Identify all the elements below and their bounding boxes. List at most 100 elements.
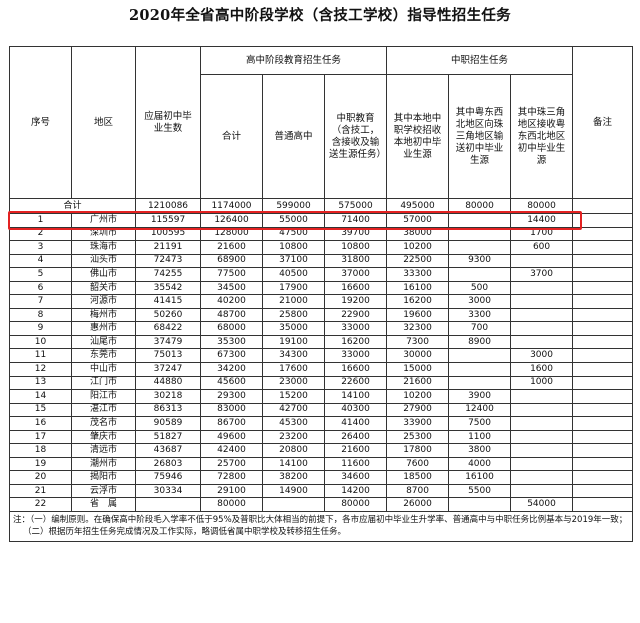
- enrollment-table: 序号 地区 应届初中毕业生数 高中阶段教育招生任务 中职招生任务 备注 合计 普…: [8, 46, 634, 543]
- header-grads: 应届初中毕业生数: [135, 46, 201, 199]
- cell-receive: [510, 307, 574, 323]
- cell-remarks: [572, 348, 634, 363]
- cell-region: 潮州市: [71, 456, 136, 472]
- table-row: 15 湛江市 86313 83000 42700 40300 27900 12400: [9, 402, 634, 418]
- table-row: 22 省 属 80000 80000 26000 54000: [9, 497, 634, 513]
- table-row: 17 肇庆市 51827 49600 23200 26400 25300 1100: [9, 429, 634, 445]
- cell-local: 22500: [386, 253, 450, 269]
- cell-receive: 54000: [510, 497, 574, 513]
- cell-receive: [510, 334, 574, 350]
- cell-vocational: 11600: [323, 456, 388, 472]
- table-row: 18 清远市 43687 42400 20800 21600 17800 3800: [9, 443, 634, 458]
- cell-local: 16200: [386, 294, 450, 309]
- table-row: 9 惠州市 68422 68000 35000 33000 32300 700: [9, 321, 634, 336]
- cell-seq: 10: [9, 334, 72, 350]
- cell-vocational: 39700: [323, 226, 388, 242]
- cell-local: 10200: [386, 389, 450, 404]
- cell-vocational: 22600: [323, 375, 388, 391]
- header-vt-receive: 其中珠三角地区接收粤东西北地区初中毕业生源: [510, 74, 574, 199]
- cell-grads: 41415: [135, 294, 201, 309]
- cell-total: 48700: [200, 307, 263, 323]
- total-grads: 1210086: [135, 198, 201, 214]
- cell-region: 揭阳市: [71, 470, 136, 485]
- cell-vocational: 14200: [323, 483, 388, 499]
- cell-total: 29100: [200, 483, 263, 499]
- cell-grads: 115597: [135, 213, 201, 228]
- table-row: 6 韶关市 35542 34500 17900 16600 16100 500: [9, 280, 634, 296]
- cell-region: 梅州市: [71, 307, 136, 323]
- cell-send: 500: [448, 280, 512, 296]
- cell-grads: 50260: [135, 307, 201, 323]
- cell-grads: 74255: [135, 267, 201, 282]
- cell-seq: 4: [9, 253, 72, 269]
- cell-seq: 20: [9, 470, 72, 485]
- cell-receive: [510, 429, 574, 445]
- cell-receive: [510, 483, 574, 499]
- cell-general: 14900: [262, 483, 325, 499]
- cell-seq: 18: [9, 443, 72, 458]
- cell-region: 中山市: [71, 362, 136, 377]
- cell-region: 云浮市: [71, 483, 136, 499]
- cell-remarks: [572, 429, 634, 445]
- cell-seq: 17: [9, 429, 72, 445]
- cell-seq: 7: [9, 294, 72, 309]
- enrollment-table-sheet: 序号 地区 应届初中毕业生数 高中阶段教育招生任务 中职招生任务 备注 合计 普…: [8, 46, 634, 543]
- total-send: 80000: [448, 198, 512, 214]
- cell-region: 珠海市: [71, 240, 136, 255]
- cell-total: 126400: [200, 213, 263, 228]
- cell-general: 10800: [262, 240, 325, 255]
- cell-seq: 19: [9, 456, 72, 472]
- cell-general: 34300: [262, 348, 325, 363]
- table-row: 19 潮州市 26803 25700 14100 11600 7600 4000: [9, 456, 634, 472]
- cell-total: 34500: [200, 280, 263, 296]
- cell-total: 49600: [200, 429, 263, 445]
- cell-remarks: [572, 456, 634, 472]
- cell-general: 15200: [262, 389, 325, 404]
- cell-local: 15000: [386, 362, 450, 377]
- cell-receive: 14400: [510, 213, 574, 228]
- cell-total: 21600: [200, 240, 263, 255]
- cell-remarks: [572, 416, 634, 431]
- header-group-vocational: 中职招生任务: [386, 46, 574, 75]
- cell-general: 17600: [262, 362, 325, 377]
- cell-general: 23000: [262, 375, 325, 391]
- cell-general: 42700: [262, 402, 325, 418]
- cell-grads: 90589: [135, 416, 201, 431]
- cell-general: 38200: [262, 470, 325, 485]
- cell-general: 19100: [262, 334, 325, 350]
- cell-send: 3300: [448, 307, 512, 323]
- cell-local: 26000: [386, 497, 450, 513]
- cell-send: [448, 240, 512, 255]
- cell-seq: 16: [9, 416, 72, 431]
- cell-local: 18500: [386, 470, 450, 485]
- cell-send: [448, 497, 512, 513]
- cell-send: 8900: [448, 334, 512, 350]
- cell-grads: 86313: [135, 402, 201, 418]
- cell-send: 16100: [448, 470, 512, 485]
- table-row: 4 汕头市 72473 68900 37100 31800 22500 9300: [9, 253, 634, 269]
- cell-vocational: 10800: [323, 240, 388, 255]
- total-row: 合计 1210086 1174000 599000 575000 495000 …: [9, 198, 634, 214]
- table-row: 10 汕尾市 37479 35300 19100 16200 7300 8900: [9, 334, 634, 350]
- total-general: 599000: [262, 198, 325, 214]
- total-vocational: 575000: [323, 198, 388, 214]
- cell-send: [448, 362, 512, 377]
- cell-grads: 75946: [135, 470, 201, 485]
- table-header: 序号 地区 应届初中毕业生数 高中阶段教育招生任务 中职招生任务 备注 合计 普…: [9, 46, 634, 199]
- table-row: 2 深圳市 100595 128000 47500 39700 38000 1700: [9, 226, 634, 242]
- cell-vocational: 22900: [323, 307, 388, 323]
- table-row: 11 东莞市 75013 67300 34300 33000 30000 3000: [9, 348, 634, 363]
- cell-grads: 44880: [135, 375, 201, 391]
- table-row: 13 江门市 44880 45600 23000 22600 21600 1000: [9, 375, 634, 391]
- cell-local: 21600: [386, 375, 450, 391]
- cell-total: 35300: [200, 334, 263, 350]
- cell-remarks: [572, 213, 634, 228]
- cell-vocational: 33000: [323, 348, 388, 363]
- cell-total: 68900: [200, 253, 263, 269]
- cell-send: 3800: [448, 443, 512, 458]
- cell-grads: 51827: [135, 429, 201, 445]
- cell-vocational: 40300: [323, 402, 388, 418]
- cell-local: 7300: [386, 334, 450, 350]
- cell-general: 55000: [262, 213, 325, 228]
- notes: 注：（一）编制原则。在确保高中阶段毛入学率不低于95%及普职比大体相当的前提下，…: [8, 511, 634, 543]
